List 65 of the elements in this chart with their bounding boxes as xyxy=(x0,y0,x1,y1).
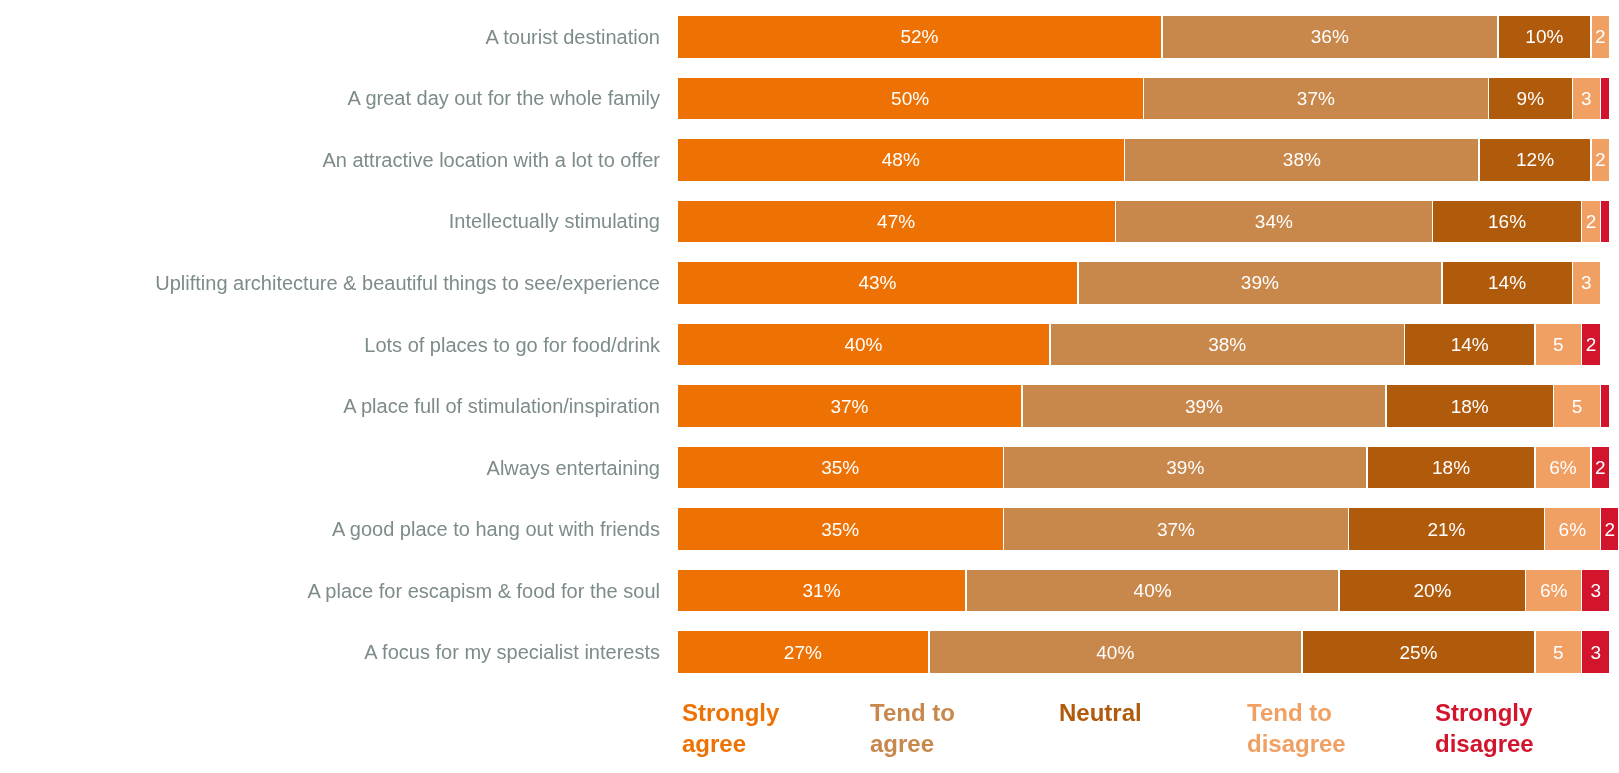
data-label: 37% xyxy=(1296,87,1335,109)
data-label: 35% xyxy=(821,457,860,479)
data-label: 37% xyxy=(830,395,869,417)
data-label: 40% xyxy=(844,334,883,355)
data-label: 50% xyxy=(891,87,930,109)
data-label: 10% xyxy=(1525,26,1564,48)
data-label: 14% xyxy=(1488,272,1527,294)
data-label: 2 xyxy=(1585,210,1597,232)
data-label: 6% xyxy=(1539,580,1568,602)
data-label: 2 xyxy=(1604,518,1615,540)
data-label: 6% xyxy=(1558,518,1587,540)
series-label: Tend to agree xyxy=(870,699,955,758)
data-label: 2 xyxy=(1595,26,1606,48)
data-label: 27% xyxy=(783,641,822,663)
data-label: 39% xyxy=(1166,457,1205,479)
y-tick-label: Lots of places to go for food/drink xyxy=(364,333,661,356)
y-tick-label: An attractive location with a lot to offer xyxy=(322,148,661,171)
data-label: 2 xyxy=(1595,149,1606,171)
data-label: 21% xyxy=(1427,518,1466,540)
y-tick-label: A tourist destination xyxy=(485,25,660,48)
y-tick-label: Uplifting architecture & beautiful things to see/experience xyxy=(155,271,660,294)
data-label: 37% xyxy=(1156,518,1196,540)
y-tick-label: A place full of stimulation/inspiration xyxy=(343,395,660,418)
data-label: 39% xyxy=(1184,395,1224,417)
y-tick-label: A great day out for the whole family xyxy=(347,87,660,110)
data-label: 5 xyxy=(1553,641,1564,663)
data-label: 34% xyxy=(1254,210,1293,232)
data-label: 38% xyxy=(1282,149,1321,171)
data-label: 40% xyxy=(1133,580,1172,602)
data-label: 47% xyxy=(877,210,916,232)
data-label: 25% xyxy=(1399,641,1438,663)
data-label: 39% xyxy=(1240,272,1279,294)
data-label: 52% xyxy=(900,26,939,48)
y-tick-label: Intellectually stimulating xyxy=(448,210,660,233)
data-label: 18% xyxy=(1450,395,1489,417)
data-label: 12% xyxy=(1515,149,1555,171)
data-label: 43% xyxy=(858,272,897,294)
data-label: 48% xyxy=(881,149,920,171)
data-label: 36% xyxy=(1310,26,1349,48)
series-label: Strongly agree xyxy=(682,699,780,758)
data-label: 18% xyxy=(1432,457,1471,479)
data-label: 5 xyxy=(1553,334,1564,355)
text: Tend to disagree xyxy=(1247,699,1346,758)
data-label: 3 xyxy=(1590,641,1601,663)
data-label: 3 xyxy=(1590,580,1601,602)
data-label: 5 xyxy=(1571,395,1583,417)
data-label: 6% xyxy=(1549,457,1577,479)
data-label: 38% xyxy=(1208,334,1247,355)
data-label: 3 xyxy=(1581,87,1592,109)
data-label: 20% xyxy=(1413,580,1452,602)
data-label: 2 xyxy=(1595,457,1606,479)
data-label: 3 xyxy=(1581,272,1592,294)
y-tick-label: A focus for my specialist interests xyxy=(364,641,660,664)
data-label: 31% xyxy=(802,580,841,602)
data-label: 40% xyxy=(1096,641,1135,663)
data-label: 2 xyxy=(1585,334,1597,355)
y-tick-label: A good place to hang out with friends xyxy=(331,518,660,541)
text: Neutral xyxy=(1059,699,1142,726)
data-label: 35% xyxy=(821,518,860,540)
data-label: 16% xyxy=(1488,210,1527,232)
data-label: 14% xyxy=(1450,334,1489,355)
y-tick-label: A place for escapism & food for the soul xyxy=(307,579,660,602)
text: Strongly disagree xyxy=(1435,699,1534,758)
data-label: 9% xyxy=(1516,87,1545,109)
y-tick-label: Always entertaining xyxy=(486,456,660,479)
